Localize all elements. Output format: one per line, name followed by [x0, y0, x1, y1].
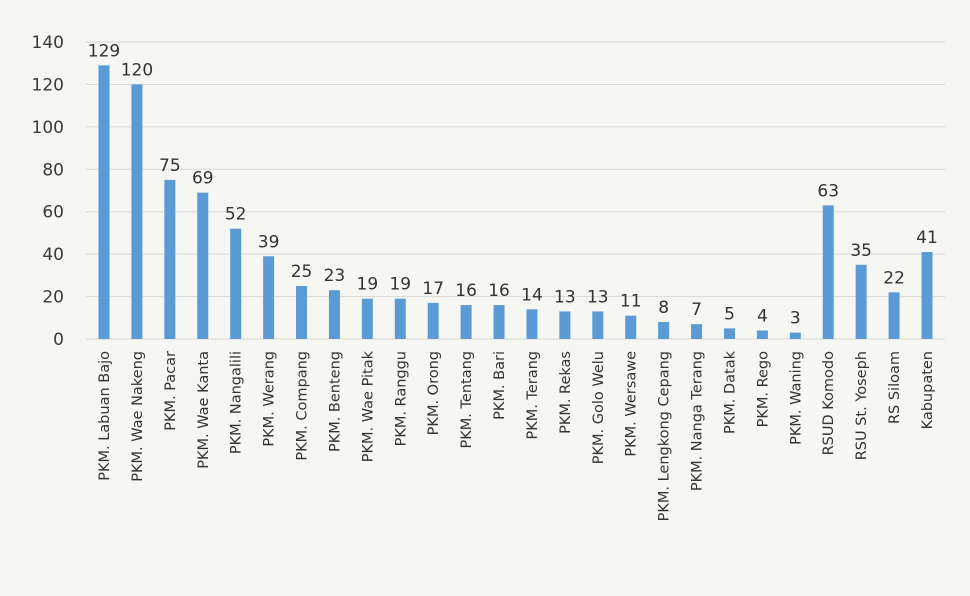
- bar: [789, 332, 801, 339]
- gridlines: [86, 41, 945, 340]
- data-label: 35: [850, 241, 872, 261]
- data-label: 22: [883, 268, 905, 288]
- y-tick-label: 140: [32, 33, 64, 53]
- data-label: 129: [88, 41, 120, 61]
- y-tick-label: 120: [32, 75, 64, 95]
- bars: [98, 65, 933, 339]
- bar: [394, 298, 406, 339]
- data-label: 16: [488, 281, 510, 301]
- y-tick-label: 60: [42, 203, 64, 223]
- data-label: 11: [620, 292, 642, 312]
- x-tick-label: PKM. Nanga Terang: [690, 351, 706, 491]
- bar: [559, 311, 571, 339]
- data-label: 75: [159, 156, 181, 176]
- x-tick-label: PKM. Pacar: [163, 351, 179, 431]
- x-tick-label: PKM. Rego: [755, 351, 771, 428]
- x-tick-label: PKM. Terang: [525, 351, 541, 440]
- bar: [197, 192, 209, 339]
- bar: [493, 305, 505, 339]
- x-tick-label: PKM. Wae Nakeng: [130, 351, 146, 482]
- data-label: 120: [121, 60, 153, 80]
- data-label: 39: [258, 232, 280, 252]
- x-tick-label: PKM. Benteng: [327, 351, 343, 452]
- x-tick-label: RSU St. Yoseph: [854, 351, 870, 460]
- bar: [98, 65, 110, 339]
- x-tick-label: PKM. Nangalili: [229, 351, 245, 454]
- bar: [756, 330, 768, 339]
- x-tick-label: PKM. Wae Kanta: [196, 351, 212, 469]
- x-tick-label: PKM. Werang: [262, 351, 278, 447]
- bar: [460, 305, 472, 339]
- data-label: 3: [790, 309, 801, 329]
- data-label: 23: [324, 266, 346, 286]
- data-label: 8: [658, 298, 669, 318]
- data-label: 4: [757, 307, 768, 327]
- data-label: 5: [724, 304, 735, 324]
- bar: [921, 252, 933, 339]
- bar: [526, 309, 538, 339]
- x-tick-label: PKM. Wersawe: [624, 351, 640, 457]
- x-tick-label: PKM. Orong: [426, 351, 442, 435]
- x-tick-label: PKM. Datak: [722, 350, 738, 434]
- data-label: 17: [422, 279, 444, 299]
- x-tick-label: PKM. Waning: [788, 351, 804, 445]
- bar: [131, 84, 143, 339]
- x-tick-label: PKM. Ranggu: [393, 351, 409, 446]
- x-tick-label: PKM. Tentang: [459, 351, 475, 448]
- bar: [888, 292, 900, 339]
- data-label: 14: [521, 285, 543, 305]
- data-label: 7: [691, 300, 702, 320]
- data-label: 16: [455, 281, 477, 301]
- bar: [822, 205, 834, 339]
- x-tick-label: PKM. Lengkong Cepang: [657, 351, 673, 521]
- bar: [296, 285, 308, 339]
- bar: [328, 290, 340, 339]
- x-tick-label: RS Siloam: [887, 351, 903, 424]
- y-tick-label: 20: [42, 288, 64, 308]
- x-tick-label: RSUD Komodo: [821, 351, 837, 456]
- data-label: 13: [554, 287, 576, 307]
- bar: [427, 302, 439, 339]
- bar: [625, 315, 637, 339]
- x-tick-label: Kabupaten: [920, 351, 936, 429]
- data-label: 69: [192, 169, 214, 189]
- bar: [723, 328, 735, 339]
- y-axis-ticks: 0 20 40 60 80 100 120 140: [32, 33, 64, 350]
- bar: [691, 324, 703, 339]
- bar: [230, 228, 242, 339]
- x-tick-label: PKM. Wae Pitak: [360, 350, 376, 462]
- data-label: 41: [916, 228, 938, 248]
- data-label: 13: [587, 287, 609, 307]
- x-tick-label: PKM. Compang: [295, 351, 311, 461]
- data-label: 52: [225, 205, 247, 225]
- bar: [592, 311, 604, 339]
- y-tick-label: 80: [42, 160, 64, 180]
- x-tick-label: PKM. Bari: [492, 351, 508, 420]
- x-tick-label: PKM. Labuan Bajo: [97, 351, 113, 481]
- y-tick-label: 0: [53, 330, 64, 350]
- data-label: 19: [357, 275, 379, 295]
- x-tick-label: PKM. Rekas: [558, 351, 574, 434]
- data-label: 63: [817, 181, 839, 201]
- bar: [164, 179, 176, 339]
- bar: [263, 256, 275, 339]
- data-label: 19: [389, 275, 411, 295]
- bar: [361, 298, 373, 339]
- x-axis-labels: PKM. Labuan Bajo PKM. Wae Nakeng PKM. Paca…: [97, 350, 936, 521]
- y-tick-label: 100: [32, 118, 64, 138]
- bar: [855, 264, 867, 339]
- x-tick-label: PKM. Golo Welu: [591, 351, 607, 464]
- y-tick-label: 40: [42, 245, 64, 265]
- bar: [658, 322, 670, 339]
- data-label: 25: [291, 262, 313, 282]
